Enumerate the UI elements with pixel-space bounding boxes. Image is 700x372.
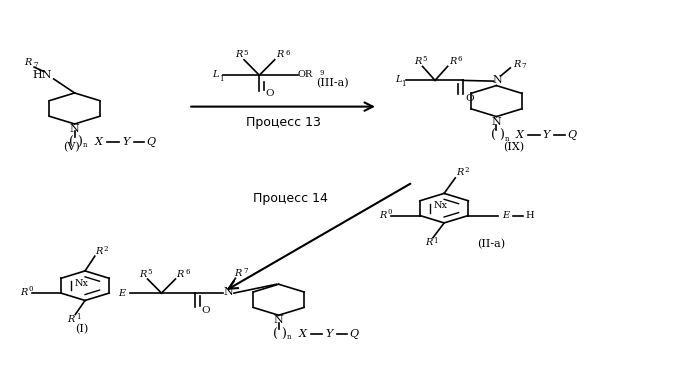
Text: 6: 6 [457, 55, 462, 63]
Text: 7: 7 [34, 61, 38, 69]
Text: R: R [67, 315, 75, 324]
Text: 9: 9 [320, 69, 324, 77]
Text: Q: Q [147, 137, 156, 147]
Text: n: n [83, 141, 88, 150]
Text: N: N [491, 117, 501, 127]
Text: 2: 2 [104, 245, 108, 253]
Text: 1: 1 [76, 314, 80, 321]
Text: R: R [456, 168, 463, 177]
Text: R: R [95, 247, 103, 256]
Text: Nx: Nx [75, 279, 89, 288]
Text: 1: 1 [219, 75, 223, 83]
Text: ): ) [281, 328, 286, 340]
Text: Q: Q [567, 130, 576, 141]
Text: E: E [502, 211, 509, 220]
Text: 6: 6 [285, 49, 290, 57]
Text: H: H [525, 211, 534, 220]
Text: (: ( [491, 129, 496, 142]
Text: (IX): (IX) [503, 142, 524, 153]
Text: N: N [223, 287, 233, 297]
Text: 0: 0 [29, 285, 33, 294]
Text: R: R [234, 51, 242, 60]
Text: N: N [70, 124, 80, 134]
Text: R: R [425, 238, 433, 247]
Text: R: R [379, 211, 386, 220]
Text: 5: 5 [243, 49, 248, 57]
Text: (: ( [69, 135, 74, 148]
Text: X: X [298, 329, 307, 339]
Text: Процесс 14: Процесс 14 [253, 192, 328, 205]
Text: Процесс 13: Процесс 13 [246, 116, 321, 129]
Text: R: R [176, 270, 184, 279]
Text: O: O [202, 306, 211, 315]
Text: (: ( [273, 328, 279, 340]
Text: R: R [513, 60, 520, 69]
Text: 2: 2 [464, 167, 469, 174]
Text: ): ) [499, 129, 504, 142]
Text: (III-a): (III-a) [316, 78, 349, 89]
Text: X: X [516, 131, 524, 140]
Text: (I): (I) [75, 324, 88, 334]
Text: O: O [265, 89, 274, 98]
Text: R: R [25, 58, 32, 67]
Text: X: X [94, 137, 102, 147]
Text: (II-a): (II-a) [477, 239, 505, 250]
Text: HN: HN [32, 70, 52, 80]
Text: Y: Y [543, 131, 550, 140]
Text: E: E [118, 289, 125, 298]
Text: L: L [212, 70, 218, 79]
Text: R: R [276, 51, 284, 60]
Text: R: R [234, 269, 242, 278]
Text: R: R [20, 288, 27, 297]
Text: L: L [395, 75, 401, 84]
Text: 1: 1 [433, 237, 438, 245]
Text: N: N [493, 75, 503, 85]
Text: OR: OR [298, 70, 313, 79]
Text: 1: 1 [401, 80, 406, 88]
Text: ): ) [77, 135, 82, 148]
Text: 7: 7 [522, 62, 526, 70]
Text: R: R [449, 57, 456, 66]
Text: n: n [287, 333, 291, 341]
Text: Nx: Nx [433, 201, 447, 211]
Text: 5: 5 [422, 55, 427, 63]
Text: R: R [414, 57, 421, 66]
Text: 7: 7 [243, 267, 247, 275]
Text: 6: 6 [185, 268, 190, 276]
Text: Y: Y [122, 137, 130, 147]
Text: 5: 5 [148, 268, 152, 276]
Text: N: N [274, 315, 284, 326]
Text: 0: 0 [388, 208, 392, 216]
Text: R: R [139, 270, 146, 279]
Text: O: O [466, 94, 474, 103]
Text: (V): (V) [63, 142, 80, 153]
Text: n: n [505, 135, 509, 143]
Text: Y: Y [325, 329, 332, 339]
Text: Q: Q [349, 329, 358, 339]
